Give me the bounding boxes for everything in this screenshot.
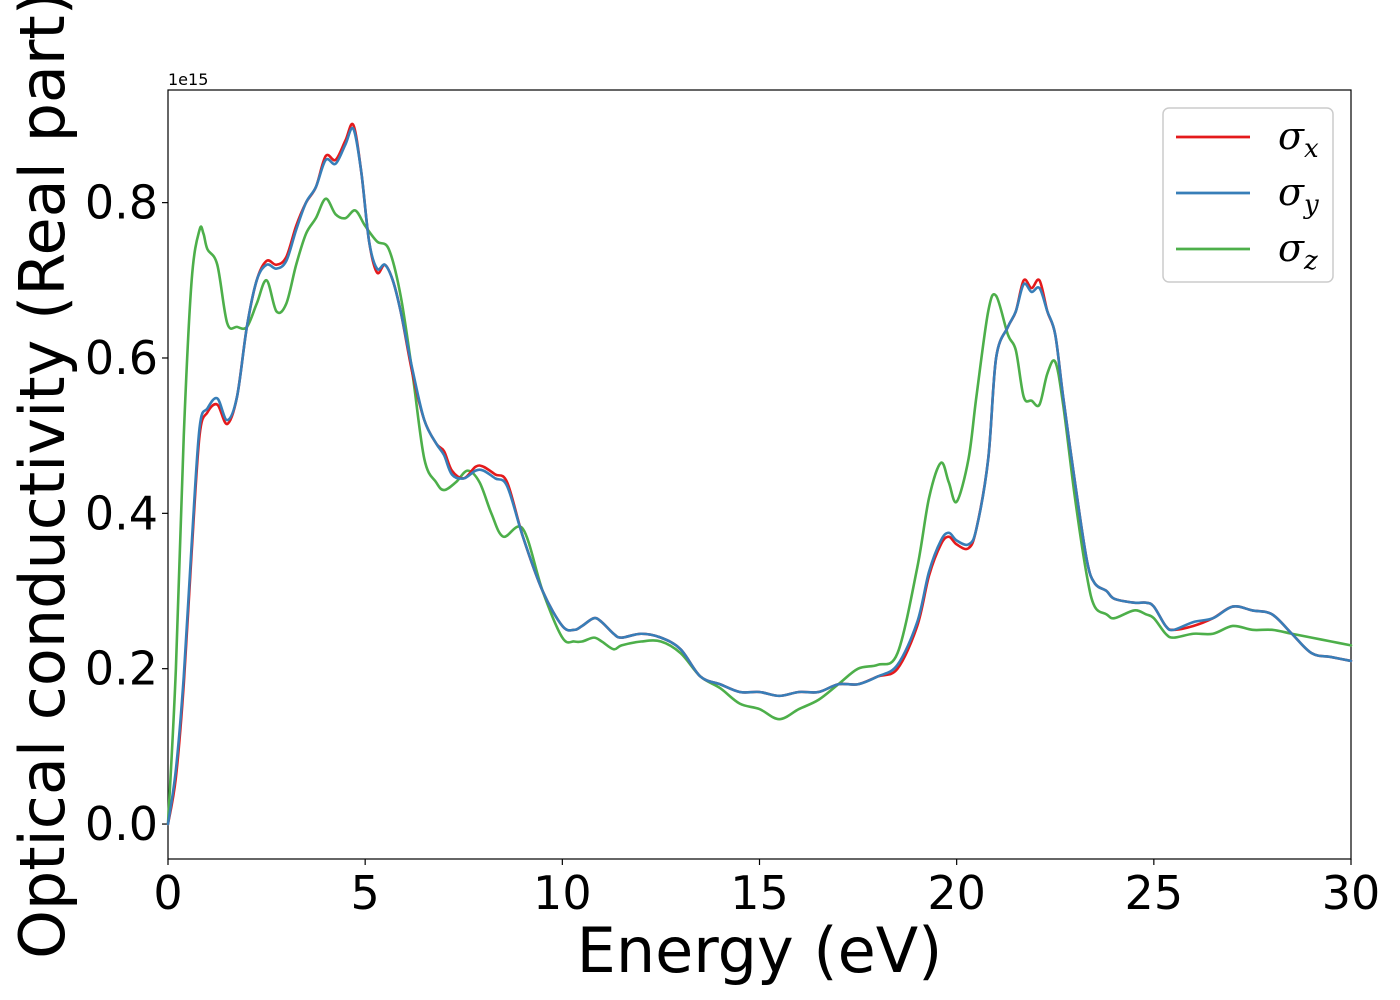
y-axis: 0.0 0.2 0.4 0.6 0.8: [85, 176, 168, 851]
y-tick-label: 0.8: [85, 176, 158, 230]
series-lines: [166, 122, 1353, 826]
series-line-y: [166, 126, 1353, 826]
x-tick-label: 20: [927, 866, 986, 920]
x-tick-label: 30: [1322, 866, 1381, 920]
legend-label-y: σy: [1278, 170, 1319, 220]
x-tick-label: 5: [351, 866, 380, 920]
y-offset-label: 1e15: [168, 70, 208, 89]
x-tick-label: 10: [533, 866, 592, 920]
x-tick-label: 25: [1125, 866, 1184, 920]
x-axis-title: Energy (eV): [577, 914, 943, 987]
y-tick-label: 0.6: [85, 331, 158, 385]
x-tick-label: 0: [153, 866, 182, 920]
x-tick-label: 15: [730, 866, 789, 920]
y-tick-label: 0.2: [85, 642, 158, 696]
y-tick-label: 0.4: [85, 486, 158, 540]
legend-label-x: σx: [1278, 114, 1319, 164]
series-line-z: [166, 197, 1353, 826]
y-tick-label: 0.0: [85, 797, 158, 851]
legend: σx σy σz: [1162, 107, 1334, 283]
x-axis: 0 5 10 15 20 25 30: [153, 859, 1380, 920]
y-axis-title: Optical conductivity (Real part): [6, 0, 79, 959]
legend-label-z: σz: [1278, 226, 1318, 276]
legend-frame: [1162, 107, 1334, 283]
